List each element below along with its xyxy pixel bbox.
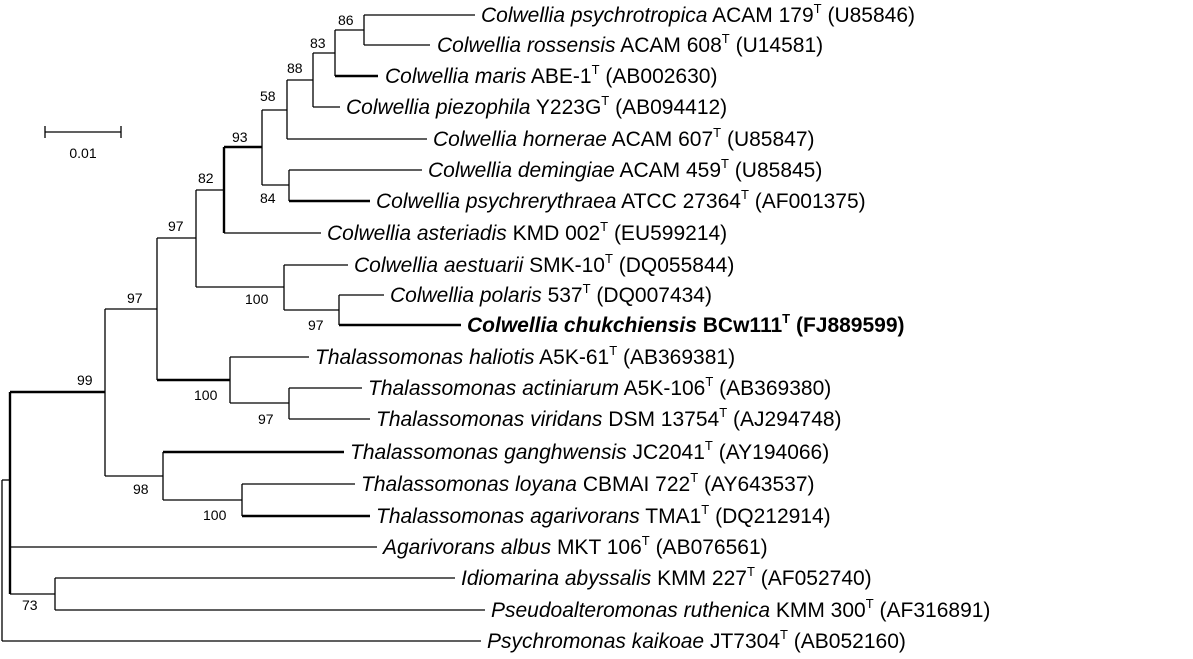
bootstrap-value: 98	[133, 481, 149, 497]
taxon-label: Colwellia piezophila Y223GT (AB094412)	[346, 93, 727, 119]
bootstrap-value: 82	[198, 170, 214, 186]
taxon-label: Thalassomonas loyana CBMAI 722T (AY64353…	[361, 470, 815, 496]
taxon-label: Thalassomonas agarivorans TMA1T (DQ21291…	[376, 502, 831, 528]
bootstrap-value: 97	[127, 290, 143, 306]
taxon-labels: Colwellia psychrotropica ACAM 179T (U858…	[315, 1, 990, 653]
taxon-label: Thalassomonas viridans DSM 13754T (AJ294…	[376, 405, 842, 431]
taxon-label: Colwellia polaris 537T (DQ007434)	[390, 281, 712, 307]
bootstrap-value: 86	[338, 12, 354, 28]
taxon-label: Thalassomonas ganghwensis JC2041T (AY194…	[350, 438, 829, 464]
taxon-label: Thalassomonas actiniarum A5K-106T (AB369…	[368, 374, 831, 400]
bootstrap-value: 97	[168, 218, 184, 234]
taxon-label: Colwellia rossensis ACAM 608T (U14581)	[437, 31, 823, 57]
taxon-label: Colwellia aestuarii SMK-10T (DQ055844)	[354, 251, 734, 277]
taxon-label: Idiomarina abyssalis KMM 227T (AF052740)	[461, 564, 872, 590]
bootstrap-value: 58	[260, 88, 276, 104]
bootstrap-value: 88	[287, 60, 303, 76]
taxon-label: Psychromonas kaikoae JT7304T (AB052160)	[487, 627, 906, 653]
scale-bar-label: 0.01	[69, 145, 96, 161]
bootstrap-value: 99	[77, 372, 93, 388]
bootstrap-value: 73	[22, 597, 38, 613]
taxon-label: Agarivorans albus MKT 106T (AB076561)	[381, 533, 768, 559]
taxon-label: Colwellia psychrotropica ACAM 179T (U858…	[481, 1, 915, 27]
bootstrap-value: 97	[308, 317, 324, 333]
taxon-label-highlighted: Colwellia chukchiensis BCw111T (FJ889599…	[467, 311, 905, 337]
taxon-label: Colwellia maris ABE-1T (AB002630)	[385, 62, 717, 88]
taxon-label: Pseudoalteromonas ruthenica KMM 300T (AF…	[491, 596, 990, 622]
tree-branches	[1, 14, 485, 642]
taxon-label: Colwellia demingiae ACAM 459T (U85845)	[428, 156, 822, 182]
taxon-label: Colwellia asteriadis KMD 002T (EU599214)	[327, 219, 727, 245]
bootstrap-value: 83	[310, 35, 326, 51]
bootstrap-value: 84	[260, 190, 276, 206]
taxon-label: Colwellia psychrerythraea ATCC 27364T (A…	[376, 187, 866, 213]
scale-bar: 0.01	[44, 126, 122, 161]
taxon-label: Thalassomonas haliotis A5K-61T (AB369381…	[315, 343, 735, 369]
bootstrap-value: 97	[258, 411, 274, 427]
bootstrap-value: 100	[203, 507, 227, 523]
bootstrap-values: 86 83 88 58 93 84 82 97 100 97 97 100 97…	[22, 12, 354, 613]
bootstrap-value: 93	[232, 129, 248, 145]
bootstrap-value: 100	[194, 387, 218, 403]
bootstrap-value: 100	[245, 291, 269, 307]
taxon-label: Colwellia hornerae ACAM 607T (U85847)	[433, 125, 815, 151]
